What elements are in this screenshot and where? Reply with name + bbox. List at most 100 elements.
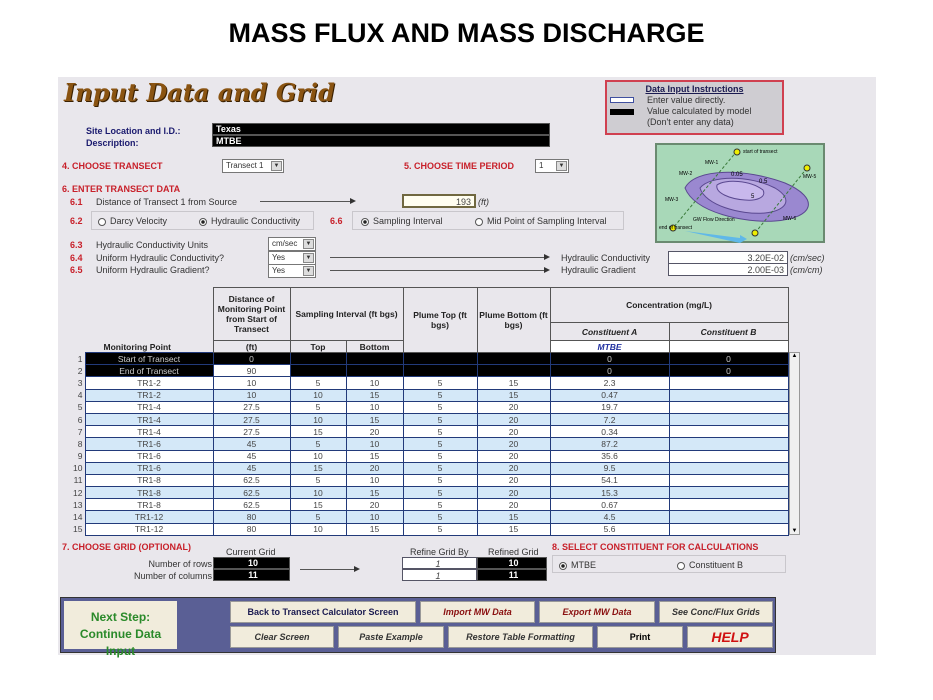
table-cell[interactable] [668,461,789,475]
table-cell[interactable] [402,351,478,366]
table-cell[interactable]: 10 [289,522,347,536]
table-cell[interactable]: 20 [345,425,404,439]
table-cell[interactable]: 80 [212,522,291,536]
table-cell[interactable]: 5 [289,376,347,390]
table-cell[interactable]: 0.67 [549,498,670,512]
table-cell[interactable]: 15 [476,522,551,536]
table-cell[interactable]: 20 [476,473,551,488]
table-cell[interactable]: TR1-6 [84,461,214,475]
table-cell[interactable] [668,425,789,439]
table-cell[interactable]: 62.5 [212,486,291,500]
table-cell[interactable]: 5 [402,473,478,488]
table-cell[interactable]: 10 [345,510,404,524]
next-step-button[interactable]: Next Step: Continue Data Input [64,601,177,658]
table-cell[interactable]: TR1-4 [84,412,214,427]
scroll-down-icon[interactable]: ▼ [791,528,798,534]
table-cell[interactable] [668,400,789,414]
table-cell[interactable]: 15 [345,412,404,427]
table-cell[interactable]: TR1-12 [84,522,214,536]
table-cell[interactable] [289,351,347,366]
table-cell[interactable]: 10 [345,473,404,488]
table-cell[interactable] [402,364,478,378]
table-cell[interactable] [668,498,789,512]
table-cell[interactable] [668,473,789,488]
mtbe-radio[interactable]: MTBE [559,560,596,570]
table-cell[interactable]: 0 [668,364,789,378]
table-cell[interactable]: 80 [212,510,291,524]
hydcond-radio[interactable]: Hydraulic Conductivity [199,216,300,226]
table-cell[interactable]: 5 [289,437,347,451]
table-cell[interactable] [668,376,789,390]
print-button[interactable]: Print [597,626,683,648]
table-cell[interactable]: End of Transect [84,364,214,378]
table-cell[interactable]: 15 [345,522,404,536]
table-cell[interactable]: 15 [476,510,551,524]
table-cell[interactable]: 20 [476,437,551,451]
table-cell[interactable]: 5 [402,449,478,463]
table-cell[interactable]: 27.5 [212,400,291,414]
table-cell[interactable]: 0.47 [549,388,670,402]
table-cell[interactable] [476,364,551,378]
table-cell[interactable]: 5 [402,522,478,536]
clear-button[interactable]: Clear Screen [230,626,334,648]
table-cell[interactable]: 15 [476,388,551,402]
midpoint-radio[interactable]: Mid Point of Sampling Interval [475,216,607,226]
table-cell[interactable]: 15.3 [549,486,670,500]
table-cell[interactable] [668,510,789,524]
table-cell[interactable]: 15 [289,461,347,475]
table-cell[interactable]: 5 [402,510,478,524]
table-cell[interactable] [345,351,404,366]
refine-rows-input[interactable]: 1 [402,557,477,569]
table-cell[interactable]: 5 [402,412,478,427]
table-cell[interactable]: TR1-12 [84,510,214,524]
table-cell[interactable]: 5 [402,388,478,402]
table-cell[interactable]: 35.6 [549,449,670,463]
table-cell[interactable]: 87.2 [549,437,670,451]
table-cell[interactable]: TR1-4 [84,425,214,439]
table-cell[interactable]: 20 [476,400,551,414]
table-cell[interactable] [668,412,789,427]
table-cell[interactable]: 5 [402,425,478,439]
import-button[interactable]: Import MW Data [420,601,535,623]
table-cell[interactable]: 5 [402,376,478,390]
table-cell[interactable]: 10 [212,388,291,402]
table-cell[interactable]: 62.5 [212,473,291,488]
table-cell[interactable]: 0.34 [549,425,670,439]
sampling-interval-radio[interactable]: Sampling Interval [361,216,443,226]
table-cell[interactable]: TR1-2 [84,388,214,402]
table-cell[interactable]: 15 [345,449,404,463]
paste-example-button[interactable]: Paste Example [338,626,444,648]
table-cell[interactable] [668,486,789,500]
table-cell[interactable]: 4.5 [549,510,670,524]
table-cell[interactable]: 15 [476,376,551,390]
table-cell[interactable]: 10 [289,449,347,463]
table-cell[interactable] [668,449,789,463]
transect-select[interactable]: Transect 1 ▼ [222,159,284,173]
distance-input[interactable]: 193 [402,194,476,208]
table-cell[interactable]: 15 [345,486,404,500]
table-cell[interactable]: 2.3 [549,376,670,390]
refine-cols-input[interactable]: 1 [402,569,477,581]
constituent-b-name[interactable] [668,340,789,353]
table-cell[interactable] [345,364,404,378]
table-cell[interactable]: 5 [289,400,347,414]
table-cell[interactable]: 20 [476,425,551,439]
table-cell[interactable]: TR1-6 [84,437,214,451]
table-cell[interactable]: 5 [289,510,347,524]
table-cell[interactable]: 5 [402,437,478,451]
time-period-select[interactable]: 1 ▼ [535,159,569,173]
uniform-k-select[interactable]: Yes ▼ [268,251,316,265]
table-cell[interactable] [289,364,347,378]
export-button[interactable]: Export MW Data [539,601,655,623]
table-cell[interactable]: 7.2 [549,412,670,427]
table-cell[interactable]: 20 [476,498,551,512]
table-cell[interactable] [476,351,551,366]
table-cell[interactable]: 19.7 [549,400,670,414]
table-cell[interactable] [668,522,789,536]
back-button[interactable]: Back to Transect Calculator Screen [230,601,416,623]
table-cell[interactable]: 10 [289,486,347,500]
table-cell[interactable] [668,437,789,451]
table-cell[interactable]: 27.5 [212,425,291,439]
table-cell[interactable]: 5 [402,498,478,512]
table-cell[interactable]: 5.6 [549,522,670,536]
